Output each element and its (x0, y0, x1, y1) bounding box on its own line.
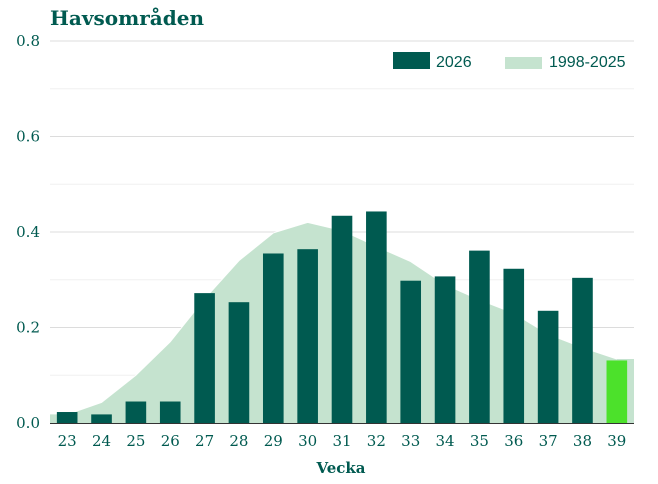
y-tick-label: 0.2 (16, 319, 40, 337)
bar-week-29[interactable] (262, 253, 284, 423)
bar-week-34[interactable] (434, 276, 456, 423)
x-tick-label: 36 (504, 432, 523, 450)
bar-week-39[interactable] (606, 360, 628, 423)
x-tick-label: 29 (264, 432, 283, 450)
y-tick-label: 0.0 (16, 414, 40, 432)
legend: 2026 1998-2025 (393, 52, 626, 71)
x-tick-label: 35 (470, 432, 489, 450)
legend-label-2026: 2026 (436, 54, 472, 71)
x-tick-label: 37 (539, 432, 558, 450)
x-tick-label: 33 (401, 432, 420, 450)
x-axis-label: Vecka (315, 459, 365, 477)
bar-week-28[interactable] (228, 302, 250, 423)
x-tick-label: 28 (229, 432, 248, 450)
x-tick-label: 30 (298, 432, 317, 450)
x-tick-label: 23 (58, 432, 77, 450)
x-axis-ticks: 23 24 25 26 27 28 29 30 31 32 33 34 35 36 37 38 39 (58, 432, 627, 450)
y-tick-label: 0.4 (16, 223, 40, 241)
x-tick-label: 39 (607, 432, 626, 450)
x-tick-label: 27 (195, 432, 214, 450)
bar-week-24[interactable] (91, 414, 112, 423)
x-tick-label: 24 (92, 432, 111, 450)
bar-week-36[interactable] (503, 268, 525, 423)
bar-week-33[interactable] (400, 280, 422, 423)
bar-week-25[interactable] (125, 401, 147, 423)
legend-label-1998-2025: 1998-2025 (549, 54, 626, 71)
x-tick-label: 38 (573, 432, 592, 450)
bar-week-26[interactable] (159, 401, 181, 423)
bar-week-31[interactable] (331, 215, 353, 423)
bar-week-37[interactable] (537, 310, 559, 423)
legend-swatch-2026 (393, 52, 430, 69)
chart-title: Havsområden (50, 6, 204, 30)
bar-week-32[interactable] (366, 211, 387, 423)
bar-week-27[interactable] (194, 293, 215, 423)
x-tick-label: 32 (367, 432, 386, 450)
legend-swatch-1998-2025 (505, 57, 542, 69)
bar-week-35[interactable] (469, 250, 490, 423)
y-tick-label: 0.6 (16, 128, 40, 146)
bar-week-30[interactable] (297, 249, 318, 423)
bar-week-23[interactable] (56, 412, 78, 423)
bar-series-2026 (56, 211, 628, 423)
bar-week-38[interactable] (572, 277, 593, 423)
x-tick-label: 26 (161, 432, 180, 450)
y-tick-label: 0.8 (16, 32, 40, 50)
x-tick-label: 25 (126, 432, 145, 450)
x-tick-label: 31 (332, 432, 351, 450)
x-tick-label: 34 (436, 432, 455, 450)
y-axis-ticks: 0.0 0.2 0.4 0.6 0.8 (16, 32, 40, 432)
